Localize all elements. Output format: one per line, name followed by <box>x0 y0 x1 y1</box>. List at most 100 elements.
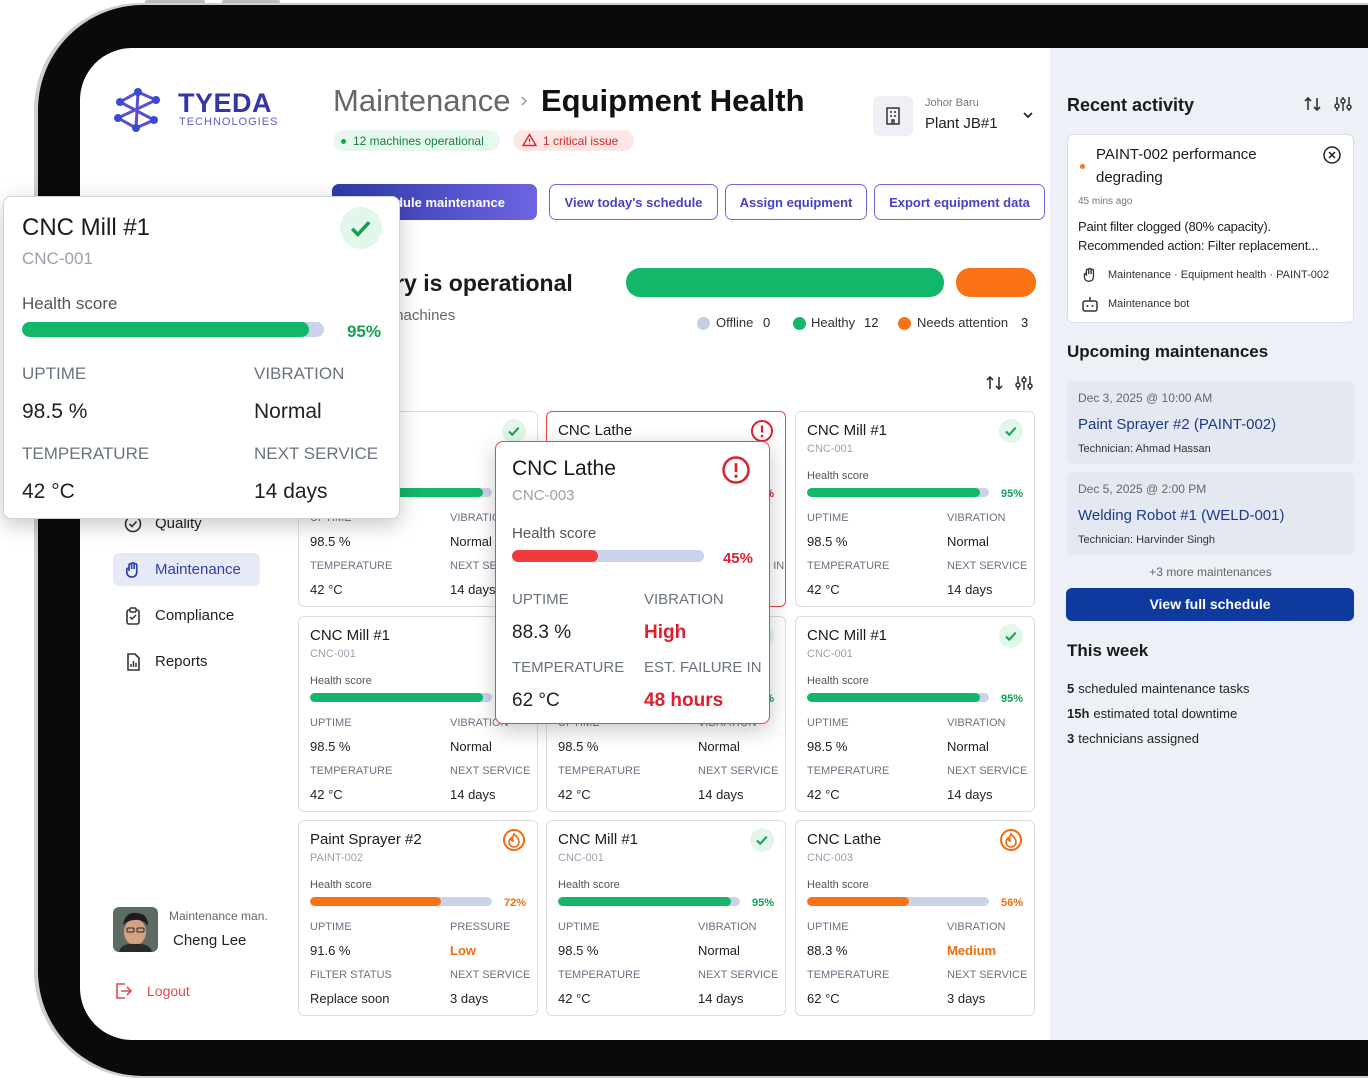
field-value: 3 days <box>450 991 489 1007</box>
maintenance-name: Paint Sprayer #2 (PAINT-002) <box>1078 416 1277 433</box>
status-icon <box>750 419 774 443</box>
status-icon <box>340 207 382 249</box>
schedule-button[interactable]: View full schedule <box>1066 588 1354 621</box>
equipment-card[interactable]: CNC Mill #1 CNC-001 Health score 95% UPTIME 9… <box>546 820 786 1016</box>
legend-label: Offline <box>716 315 754 330</box>
action-button[interactable]: View today's schedule <box>549 184 718 220</box>
field-value: 14 days <box>698 991 744 1007</box>
field-label: UPTIME <box>310 717 352 730</box>
field-label: TEMPERATURE <box>22 443 150 463</box>
equipment-card[interactable]: CNC Mill #1 CNC-001 Health score 95% UPTIME 9… <box>795 411 1035 607</box>
card-id: CNC-001 <box>22 248 93 268</box>
health-track <box>807 487 989 497</box>
equipment-card[interactable]: CNC Lathe CNC-003 Health score 45% UPTIME 88.… <box>495 441 770 724</box>
equipment-card[interactable]: CNC Lathe CNC-003 Health score 56% UPTIME 88.… <box>795 820 1035 1016</box>
health-label: Health score <box>512 525 597 542</box>
equipment-card[interactable]: CNC Mill #1 CNC-001 Health score 95% UPTIME 9… <box>3 196 400 519</box>
health-bar <box>807 692 980 702</box>
field-value: Normal <box>450 739 492 755</box>
field-label: UPTIME <box>807 921 849 934</box>
card-name: CNC Lathe <box>807 831 882 848</box>
field-value: Replace soon <box>310 991 390 1007</box>
maintenance-item[interactable]: Dec 3, 2025 @ 10:00 AM Paint Sprayer #2 … <box>1067 381 1354 464</box>
field-label: TEMPERATURE <box>558 765 641 778</box>
activity-source: Maintenance bot <box>1108 298 1190 310</box>
field-label: NEXT SERVICE <box>254 443 379 463</box>
field-label: UPTIME <box>22 363 87 383</box>
legend-dot <box>793 317 806 330</box>
field-value: 48 hours <box>644 689 724 711</box>
activity-card[interactable]: PAINT-002 performance degrading 45 mins … <box>1067 134 1354 323</box>
field-value: 98.5 % <box>22 400 88 424</box>
health-bar <box>310 896 442 906</box>
field-value: Normal <box>254 400 322 424</box>
field-value: 14 days <box>947 582 993 598</box>
field-label: NEXT SERVICE <box>947 969 1028 982</box>
sort-icon[interactable] <box>1303 95 1323 113</box>
week-item: 15h estimated total downtime <box>1067 706 1237 722</box>
health-label: Health score <box>807 675 869 688</box>
activity-time: 45 mins ago <box>1078 196 1133 207</box>
card-id: PAINT-002 <box>310 852 363 865</box>
status-icon <box>999 828 1023 852</box>
maintenance-item[interactable]: Dec 5, 2025 @ 2:00 PM Welding Robot #1 (… <box>1067 472 1354 555</box>
logo-icon <box>114 88 160 132</box>
health-track <box>310 896 492 906</box>
legend-count: 12 <box>864 315 879 330</box>
field-value: 98.5 % <box>558 943 599 959</box>
logout-icon <box>116 983 133 999</box>
legend-dot <box>697 317 710 330</box>
logo-name: TYEDA <box>178 88 273 118</box>
activity-text: Paint filter clogged (80% capacity). Rec… <box>1078 219 1319 253</box>
health-bar <box>22 321 309 337</box>
card-name: CNC Mill #1 <box>310 627 391 644</box>
location-chevron[interactable] <box>1022 110 1034 120</box>
field-value: 14 days <box>947 787 993 803</box>
action-button[interactable]: Export equipment data <box>874 184 1045 220</box>
badge: 12 machines operational <box>333 130 500 151</box>
nav-label: Maintenance <box>155 561 241 578</box>
health-bar <box>558 896 731 906</box>
equipment-card[interactable]: CNC Mill #1 CNC-001 Health score 95% UPTIME 9… <box>795 616 1035 812</box>
field-value: 62 °C <box>512 689 560 711</box>
maintenance-date: Dec 5, 2025 @ 2:00 PM <box>1078 482 1207 496</box>
field-value: 88.3 % <box>512 621 572 643</box>
health-label: Health score <box>310 879 372 892</box>
nav-item[interactable]: Reports <box>113 645 260 678</box>
field-value: Low <box>450 943 476 959</box>
field-label: UPTIME <box>807 512 849 525</box>
sort-icon[interactable] <box>985 374 1005 392</box>
health-label: Health score <box>558 879 620 892</box>
status-icon <box>502 828 526 852</box>
legend-dot <box>898 317 911 330</box>
tag-icon <box>1083 267 1095 282</box>
week-text: estimated total downtime <box>1093 706 1238 721</box>
button-label: Export equipment data <box>889 194 1030 210</box>
badge-text: 12 machines operational <box>353 133 484 148</box>
card-id: CNC-001 <box>807 443 853 456</box>
field-label: VIBRATION <box>254 363 345 383</box>
field-value: 42 °C <box>22 480 75 504</box>
nav-item[interactable]: Maintenance <box>113 553 260 586</box>
filter-icon[interactable] <box>1333 95 1353 113</box>
more-link[interactable]: +3 more maintenances <box>1149 565 1272 579</box>
field-label: VIBRATION <box>947 921 1006 934</box>
nav-item[interactable]: Compliance <box>113 599 260 632</box>
field-value: 14 days <box>254 480 328 504</box>
filter-icon[interactable] <box>1014 374 1034 392</box>
equipment-card[interactable]: Paint Sprayer #2 PAINT-002 Health score 72%… <box>298 820 538 1016</box>
action-button[interactable]: Assign equipment <box>725 184 867 220</box>
button-label: Assign equipment <box>739 194 853 210</box>
field-label: VIBRATION <box>698 921 757 934</box>
location-plant[interactable]: Plant JB#1 <box>925 115 998 132</box>
health-value: 72% <box>503 896 526 909</box>
close-icon[interactable] <box>1322 145 1342 165</box>
health-value: 95% <box>751 896 774 909</box>
button-label: View today's schedule <box>564 194 703 210</box>
breadcrumb-section[interactable]: Maintenance <box>333 83 511 118</box>
field-label: FILTER STATUS <box>310 969 392 982</box>
logout[interactable]: Logout <box>147 983 190 999</box>
legend-label: Needs attention <box>917 315 1009 330</box>
field-value: 14 days <box>450 787 496 803</box>
field-value: 14 days <box>450 582 496 598</box>
